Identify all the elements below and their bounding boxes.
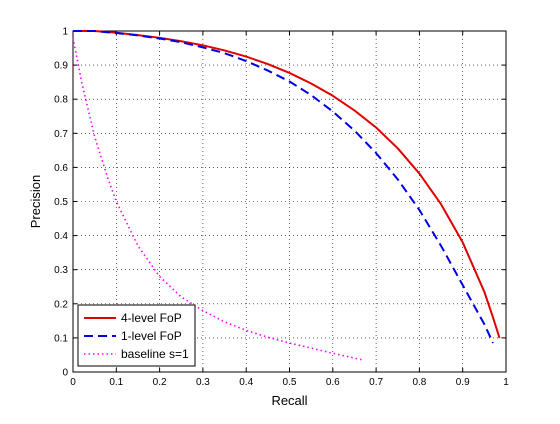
y-tick-label: 0.8: [54, 95, 68, 106]
y-tick-label: 0.2: [54, 299, 68, 310]
y-tick-label: 0.6: [54, 163, 68, 174]
x-tick-label: 0: [70, 377, 76, 388]
x-tick-label: 1: [503, 377, 509, 388]
legend-box: [77, 304, 196, 367]
y-tick-label: 0.7: [54, 129, 68, 140]
legend-label: 4-level FoP: [121, 311, 182, 325]
series-line-1-level-fop: [73, 30, 494, 344]
legend-label: 1-level FoP: [121, 329, 182, 343]
x-tick-label: 0.5: [283, 377, 297, 388]
y-tick-labels: 0 0.1 0.2 0.3 0.4 0.5 0.6 0.7 0.8 0.9 1: [54, 27, 68, 379]
y-tick-label: 0.5: [54, 197, 68, 208]
y-axis-label: Precision: [28, 175, 43, 228]
x-tick-label: 0.7: [369, 377, 383, 388]
y-tick-label: 0.1: [54, 333, 68, 344]
legend-label: baseline s=1: [121, 347, 189, 361]
series-lines: [72, 30, 501, 361]
x-tick-label: 0.8: [412, 377, 426, 388]
x-tick-label: 0.9: [456, 377, 470, 388]
x-tick-labels: 0 0.1 0.2 0.3 0.4 0.5 0.6 0.7 0.8 0.9 1: [70, 377, 509, 388]
y-tick-label: 0.4: [54, 231, 68, 242]
y-tick-label: 1: [62, 27, 68, 38]
y-tick-label: 0.9: [54, 61, 68, 72]
x-axis-label: Recall: [271, 393, 307, 408]
x-tick-label: 0.4: [239, 377, 253, 388]
legend: 4-level FoP 1-level FoP baseline s=1: [77, 304, 196, 367]
y-tick-label: 0.3: [54, 265, 68, 276]
x-tick-label: 0.3: [196, 377, 210, 388]
x-tick-label: 0.2: [153, 377, 167, 388]
x-tick-label: 0.6: [326, 377, 340, 388]
series-line-baseline-s-1: [72, 37, 364, 361]
x-tick-label: 0.1: [109, 377, 123, 388]
y-tick-label: 0: [62, 368, 68, 379]
